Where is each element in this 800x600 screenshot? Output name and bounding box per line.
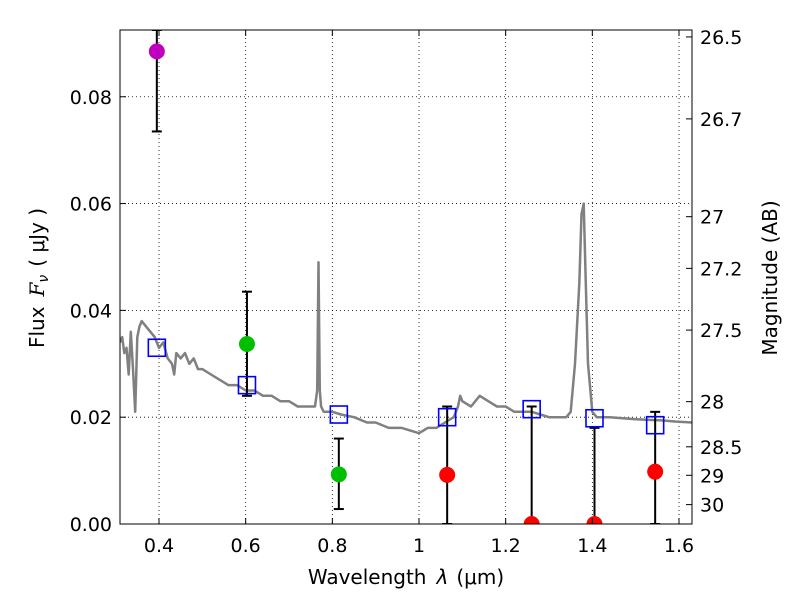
y2-tick-label: 29 bbox=[700, 465, 724, 487]
x-tick-label: 1.2 bbox=[491, 535, 521, 557]
y2-axis-ticks: 26.5 26.7 27 27.2 27.5 28 28.5 29 30 bbox=[686, 27, 742, 517]
x-tick-label: 0.8 bbox=[317, 535, 347, 557]
observed-point bbox=[647, 463, 664, 480]
model-markers bbox=[147, 338, 665, 435]
plot-frame bbox=[119, 29, 693, 525]
y-tick-label: 0.08 bbox=[70, 87, 112, 109]
y-tick-label: 0.06 bbox=[70, 194, 112, 216]
model-point bbox=[147, 338, 167, 358]
y-tick-label: 0.00 bbox=[70, 514, 112, 536]
y-tick-label: 0.02 bbox=[70, 407, 112, 429]
observed-point bbox=[586, 516, 603, 524]
x-axis-label: Wavelength λ (μm) bbox=[308, 565, 504, 589]
template-spectrum-line bbox=[120, 202, 692, 435]
x-tick-label: 1.6 bbox=[664, 535, 694, 557]
x-tick-label: 0.4 bbox=[144, 535, 174, 557]
observed-point bbox=[439, 466, 456, 483]
y2-tick-label: 27.2 bbox=[700, 258, 742, 280]
observed-point bbox=[238, 336, 255, 353]
model-point bbox=[585, 408, 604, 428]
y2-tick-label: 27.5 bbox=[700, 320, 742, 342]
y2-tick-label: 28.5 bbox=[700, 437, 742, 459]
observed-markers bbox=[148, 43, 664, 524]
y2-tick-label: 26.5 bbox=[700, 27, 742, 49]
y-axis-label: FluxFν( μJy ) bbox=[25, 208, 52, 348]
y-tick-label: 0.04 bbox=[70, 300, 112, 322]
observed-point bbox=[523, 516, 540, 524]
plot-area bbox=[120, 30, 692, 524]
error-bars bbox=[151, 30, 661, 524]
model-point bbox=[522, 399, 541, 419]
observed-point bbox=[330, 466, 347, 483]
model-point bbox=[329, 405, 349, 424]
model-point bbox=[437, 407, 457, 427]
y2-axis-label: Magnitude (AB) bbox=[758, 200, 782, 355]
observed-point bbox=[148, 43, 165, 60]
grid-lines bbox=[120, 30, 692, 525]
y-axis-ticks: 0.00 0.02 0.04 0.06 0.08 bbox=[70, 87, 126, 536]
model-point bbox=[645, 415, 665, 435]
x-tick-label: 1.4 bbox=[577, 535, 607, 557]
y2-tick-label: 28 bbox=[700, 392, 724, 414]
x-axis-ticks: 0.4 0.6 0.8 1 1.2 1.4 1.6 bbox=[144, 30, 694, 557]
model-point bbox=[237, 375, 257, 395]
y2-tick-label: 27 bbox=[700, 207, 724, 229]
x-tick-label: 0.6 bbox=[231, 535, 261, 557]
y2-tick-label: 30 bbox=[700, 495, 724, 517]
y2-tick-label: 26.7 bbox=[700, 109, 742, 131]
x-tick-label: 1 bbox=[413, 535, 425, 557]
